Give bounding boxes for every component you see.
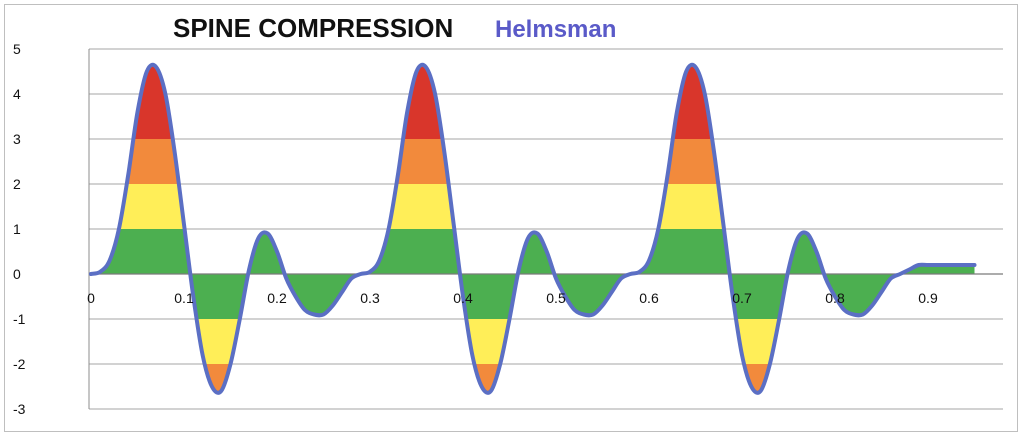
x-tick-label: 0.3 bbox=[360, 290, 380, 306]
compression-band bbox=[91, 184, 975, 229]
y-tick-labels: 5 4 3 2 1 0 -1 -2 -3 bbox=[13, 41, 26, 417]
compression-curve bbox=[89, 62, 977, 395]
x-tick-label: 0.5 bbox=[546, 290, 566, 306]
y-tick-label: 0 bbox=[13, 266, 21, 282]
x-tick-label: 0.9 bbox=[918, 290, 938, 306]
axes bbox=[88, 49, 1003, 409]
chart-subtitle: Helmsman bbox=[495, 16, 616, 43]
y-tick-label: 2 bbox=[13, 176, 21, 192]
y-tick-label: 3 bbox=[13, 131, 21, 147]
chart-frame: 5 4 3 2 1 0 -1 -2 -3 0 0.1 0.2 0.3 0.4 0.5 0.6 0.7 0.8 0.… bbox=[4, 4, 1018, 432]
x-tick-label: 0.7 bbox=[732, 290, 752, 306]
y-tick-label: -1 bbox=[13, 311, 26, 327]
x-tick-label: 0 bbox=[87, 290, 95, 306]
compression-band bbox=[91, 319, 975, 364]
compression-band bbox=[91, 364, 975, 393]
y-tick-label: -3 bbox=[13, 401, 26, 417]
spine-compression-chart: 5 4 3 2 1 0 -1 -2 -3 0 0.1 0.2 0.3 0.4 0.5 0.6 0.7 0.8 0.… bbox=[13, 13, 1003, 417]
x-tick-label: 0.8 bbox=[825, 290, 845, 306]
y-tick-label: 1 bbox=[13, 221, 21, 237]
x-tick-label: 0.6 bbox=[639, 290, 659, 306]
compression-band bbox=[91, 139, 975, 184]
y-tick-label: -2 bbox=[13, 356, 26, 372]
x-tick-labels: 0 0.1 0.2 0.3 0.4 0.5 0.6 0.7 0.8 0.9 bbox=[87, 290, 938, 306]
x-tick-label: 0.1 bbox=[174, 290, 194, 306]
chart-title: SPINE COMPRESSION bbox=[173, 13, 453, 43]
y-tick-label: 5 bbox=[13, 41, 21, 57]
y-tick-label: 4 bbox=[13, 86, 21, 102]
x-tick-label: 0.4 bbox=[453, 290, 473, 306]
x-tick-label: 0.2 bbox=[267, 290, 287, 306]
